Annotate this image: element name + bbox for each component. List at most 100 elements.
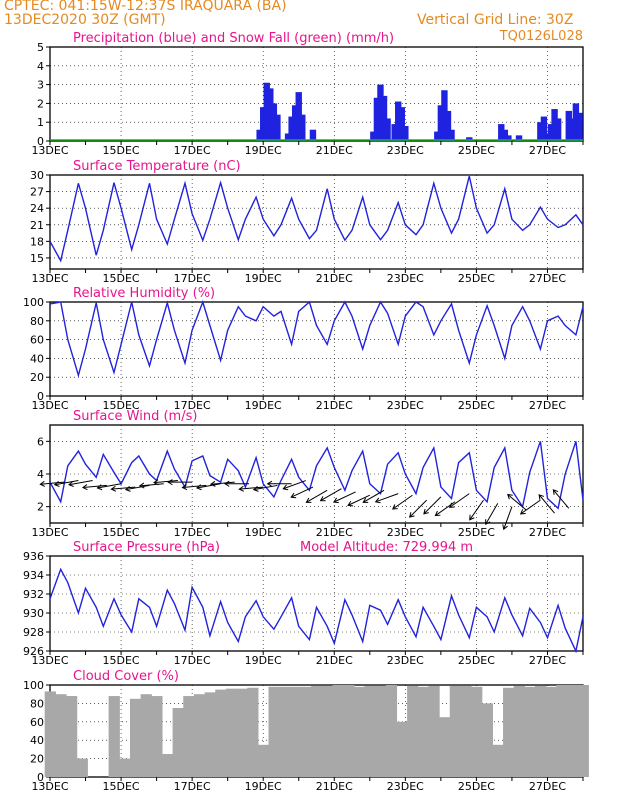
y-tick-label: 1 <box>37 116 44 129</box>
x-tick-label: 19DEC <box>245 399 282 412</box>
wind-arrow-head <box>138 482 145 489</box>
wind-arrow <box>125 484 150 491</box>
x-tick-label: 17DEC <box>174 272 211 285</box>
panel-frame <box>49 301 584 397</box>
cloud-bar <box>396 721 408 777</box>
cloud-bar <box>172 708 184 777</box>
precip-bar <box>540 116 548 141</box>
wind-arrow <box>40 481 65 485</box>
precip-bar <box>377 84 384 141</box>
wind-arrow <box>538 494 555 514</box>
precip-bar <box>291 105 299 141</box>
wind-arrow <box>423 496 442 515</box>
y-tick-label: 4 <box>37 468 44 481</box>
cloud-bar <box>311 685 323 777</box>
series-line <box>49 299 584 378</box>
precip-bar <box>256 129 263 141</box>
x-tick-label: 25DEC <box>458 144 495 157</box>
cloud-bar <box>492 744 504 777</box>
precip-bar <box>260 107 267 141</box>
y-tick-label: 934 <box>23 569 44 582</box>
cloud-bar <box>140 694 152 777</box>
precip-bar <box>270 103 278 141</box>
x-tick-label: 19DEC <box>245 780 282 793</box>
cloud-bar <box>236 688 248 777</box>
wind-arrow-head <box>469 514 475 521</box>
x-tick-label: 15DEC <box>103 144 140 157</box>
x-tick-label: 23DEC <box>387 399 424 412</box>
cloud-bar <box>545 686 557 777</box>
x-tick-label: 15DEC <box>103 780 140 793</box>
y-tick-label: 2 <box>37 97 44 110</box>
wind-arrow-head <box>53 481 60 487</box>
x-tick-label: 15DEC <box>103 272 140 285</box>
cloud-bar <box>183 696 195 777</box>
cloud-bar <box>535 685 547 777</box>
y-tick-label: 80 <box>30 315 44 328</box>
wind-arrow-head <box>282 484 289 491</box>
wind-arrow-head <box>181 484 188 491</box>
wind-arrow-head <box>153 479 159 486</box>
x-tick-label: 13DEC <box>31 780 68 793</box>
y-tick-label: 18 <box>30 235 44 248</box>
series-line <box>49 567 584 654</box>
precip-bar <box>505 135 512 141</box>
precip-bar <box>299 114 306 141</box>
y-tick-label: 930 <box>23 607 44 620</box>
cloud-bar <box>364 685 376 777</box>
wind-arrow <box>485 503 499 525</box>
precip-bar <box>288 116 295 141</box>
precip-bar <box>544 133 551 141</box>
y-tick-label: 15 <box>30 252 44 265</box>
x-tick-label: 27DEC <box>529 272 566 285</box>
wind-arrow <box>82 484 107 489</box>
wind-arrow <box>97 483 122 489</box>
precip-bar <box>466 137 473 141</box>
cloud-bar <box>76 758 88 777</box>
x-tick-label: 13DEC <box>31 526 68 539</box>
precip-bar <box>295 92 302 141</box>
x-tick-label: 21DEC <box>316 526 353 539</box>
panel-title: Surface Wind (m/s) <box>73 409 197 424</box>
precip-bar <box>547 124 555 141</box>
cloud-bar <box>44 691 56 777</box>
header-date: 13DEC2020 30Z (GMT) <box>4 12 166 28</box>
wind-arrow-head <box>347 500 354 507</box>
precip-bar <box>554 118 562 141</box>
wind-arrow <box>409 499 428 518</box>
y-tick-label: 24 <box>30 202 44 215</box>
cloud-bar <box>119 758 131 777</box>
wind-arrow-head <box>96 484 103 491</box>
precip-bar <box>380 95 388 141</box>
panel-title: Cloud Cover (%) <box>73 669 179 684</box>
wind-arrow-head <box>391 504 398 510</box>
x-tick-label: 23DEC <box>387 144 424 157</box>
precip-bar <box>444 110 452 141</box>
precip-bar <box>498 124 505 141</box>
cloud-bar <box>215 689 227 777</box>
precip-bar <box>370 131 377 141</box>
cloud-bar <box>481 703 493 777</box>
cloud-bar <box>577 685 589 777</box>
panel-title: Precipitation (blue) and Snow Fall (gree… <box>73 31 394 46</box>
x-tick-label: 13DEC <box>31 144 68 157</box>
x-tick-label: 23DEC <box>387 272 424 285</box>
wind-arrow <box>153 480 178 484</box>
wind-arrow-head <box>290 492 297 499</box>
wind-arrow-head <box>68 481 74 487</box>
precip-bar <box>384 118 391 141</box>
cloud-bar <box>204 692 216 777</box>
x-tick-label: 25DEC <box>458 526 495 539</box>
precip-bar <box>274 114 281 141</box>
precip-bar <box>551 109 558 141</box>
wind-arrow-head <box>423 508 429 515</box>
x-tick-label: 17DEC <box>174 144 211 157</box>
x-tick-label: 19DEC <box>245 526 282 539</box>
header-grid-note: Vertical Grid Line: 30Z <box>417 12 574 28</box>
cloud-bar <box>524 686 536 777</box>
x-tick-label: 15DEC <box>103 654 140 667</box>
wind-arrow <box>239 486 264 490</box>
precip-bar <box>434 131 441 141</box>
precip-bar <box>373 97 381 141</box>
